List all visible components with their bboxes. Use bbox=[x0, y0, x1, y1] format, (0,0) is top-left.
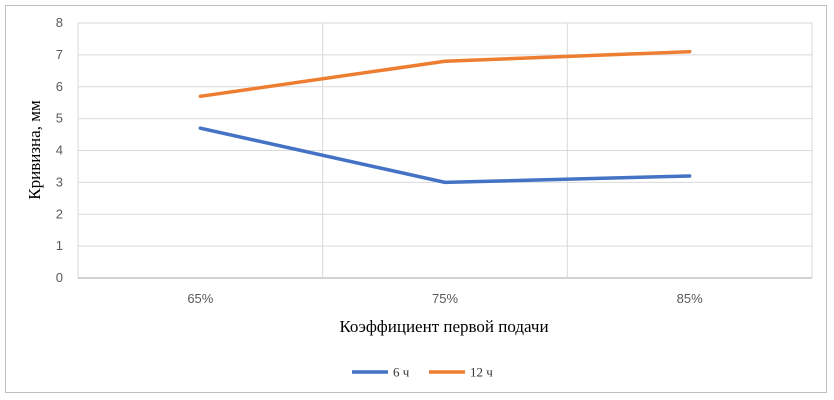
y-tick-label: 7 bbox=[56, 47, 63, 62]
y-axis-ticks: 0 1 2 3 4 5 6 7 8 bbox=[56, 15, 63, 285]
y-tick-label: 2 bbox=[56, 206, 63, 221]
series-lines bbox=[198, 49, 692, 185]
y-tick-label: 6 bbox=[56, 79, 63, 94]
y-tick-label: 4 bbox=[56, 143, 63, 158]
legend-label: 12 ч bbox=[470, 365, 493, 380]
x-tick-label: 85% bbox=[677, 291, 703, 306]
chart-frame bbox=[5, 5, 827, 393]
x-axis-title: Коэффициент первой подачи bbox=[339, 317, 548, 336]
series-line bbox=[198, 49, 692, 99]
y-tick-label: 1 bbox=[56, 238, 63, 253]
y-tick-label: 0 bbox=[56, 270, 63, 285]
x-tick-label: 75% bbox=[432, 291, 458, 306]
y-tick-label: 8 bbox=[56, 15, 63, 30]
legend-label: 6 ч bbox=[393, 365, 410, 380]
grid bbox=[77, 22, 813, 279]
y-tick-label: 5 bbox=[56, 111, 63, 126]
x-tick-label: 65% bbox=[187, 291, 213, 306]
y-axis-title: Кривизна, мм bbox=[25, 100, 44, 200]
y-tick-label: 3 bbox=[56, 174, 63, 189]
series-line bbox=[198, 126, 692, 185]
legend: 6 ч 12 ч bbox=[352, 365, 493, 380]
x-axis-ticks: 65% 75% 85% bbox=[187, 291, 703, 306]
